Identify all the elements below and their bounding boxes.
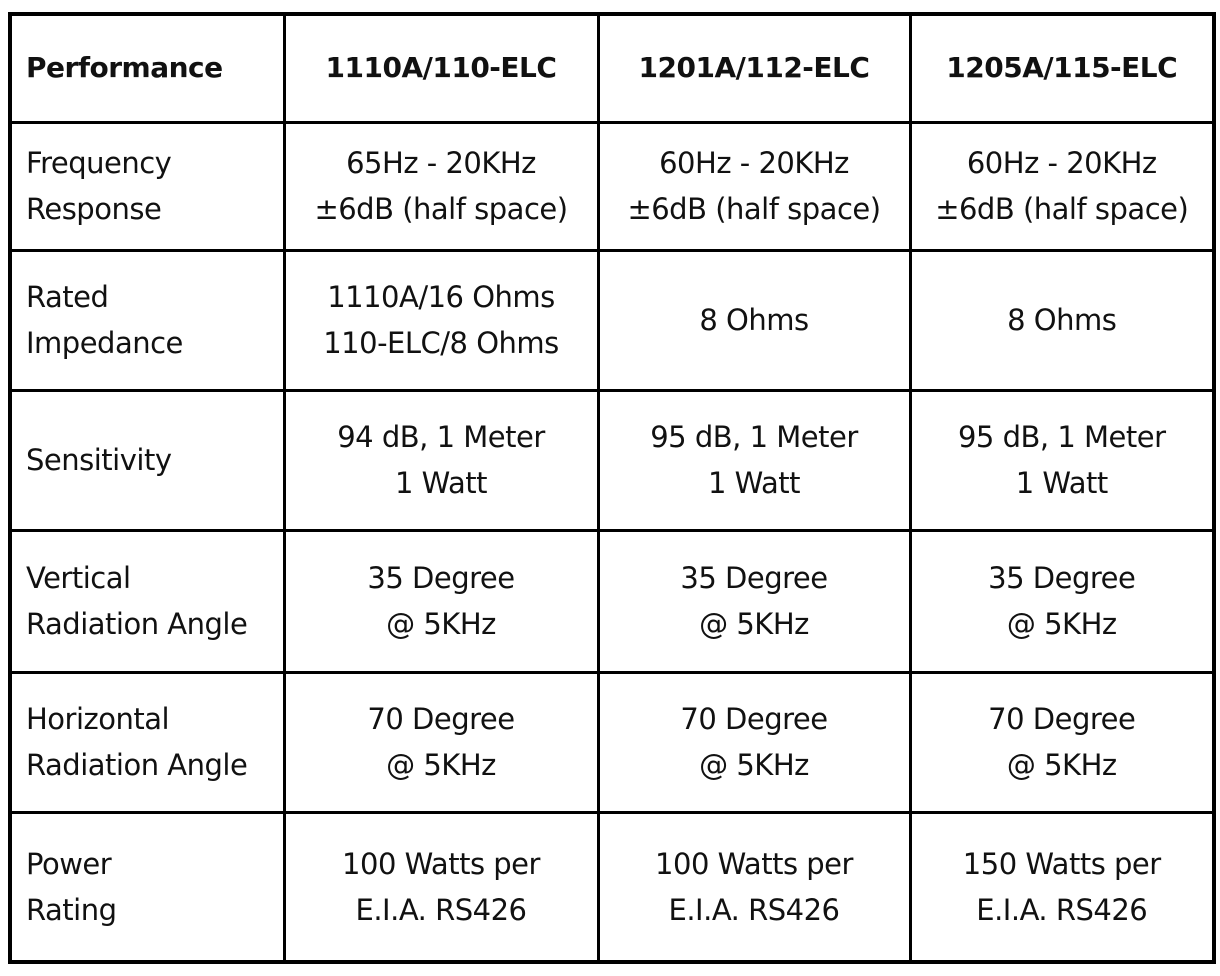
- table-cell: 95 dB, 1 Meter 1 Watt: [596, 388, 912, 532]
- table-cell: 100 Watts per E.I.A. RS426: [282, 810, 600, 964]
- table-cell: 35 Degree @ 5KHz: [282, 528, 600, 674]
- row-label: Rated Impedance: [8, 248, 286, 392]
- table-row: Frequency Response 65Hz - 20KHz ±6dB (half …: [8, 120, 1216, 252]
- cell-line: 60Hz - 20KHz: [659, 146, 849, 180]
- cell-line: 65Hz - 20KHz: [346, 146, 536, 180]
- header-cell: 1110A/110-ELC: [282, 12, 600, 124]
- table-row: Rated Impedance 1110A/16 Ohms 110-ELC/8 Ohm…: [8, 248, 1216, 392]
- table-cell: 60Hz - 20KHz ±6dB (half space): [596, 120, 912, 252]
- row-label: Vertical Radiation Angle: [8, 528, 286, 674]
- cell-line: E.I.A. RS426: [668, 892, 841, 927]
- cell-line: Power: [26, 846, 112, 881]
- table-row: Sensitivity 94 dB, 1 Meter 1 Watt 95 dB, 1 …: [8, 388, 1216, 532]
- cell-line: 95 dB, 1 Meter: [650, 420, 858, 454]
- table-cell: 60Hz - 20KHz ±6dB (half space): [908, 120, 1216, 252]
- row-label: Sensitivity: [8, 388, 286, 532]
- table-cell: 35 Degree @ 5KHz: [596, 528, 912, 674]
- cell-line: 95 dB, 1 Meter: [957, 420, 1166, 454]
- table-cell: 8 Ohms: [908, 248, 1216, 392]
- header-cell: 1201A/112-ELC: [596, 12, 912, 124]
- cell-line: 94 dB, 1 Meter: [337, 420, 545, 454]
- cell-line: ±6dB (half space): [935, 192, 1189, 226]
- table-row: Horizontal Radiation Angle 70 Degree @ 5KHz…: [8, 670, 1216, 814]
- cell-line: 60Hz - 20KHz: [966, 146, 1157, 180]
- cell-line: 35 Degree: [367, 561, 515, 595]
- cell-line: Vertical: [26, 561, 131, 595]
- table-cell: 70 Degree @ 5KHz: [282, 670, 600, 814]
- table-cell: 8 Ohms: [596, 248, 912, 392]
- cell-line: 70 Degree: [367, 702, 515, 736]
- cell-line: Rating: [26, 892, 117, 927]
- cell-line: ±6dB (half space): [314, 192, 568, 226]
- cell-line: 8 Ohms: [699, 303, 809, 337]
- table-cell: 1110A/16 Ohms 110-ELC/8 Ohms: [282, 248, 600, 392]
- table-cell: 65Hz - 20KHz ±6dB (half space): [282, 120, 600, 252]
- cell-line: Radiation Angle: [26, 748, 248, 782]
- cell-line: 70 Degree: [680, 702, 828, 736]
- table-cell: 100 Watts per E.I.A. RS426: [596, 810, 912, 964]
- cell-line: E.I.A. RS426: [976, 892, 1148, 927]
- table-cell: 35 Degree @ 5KHz: [908, 528, 1216, 674]
- cell-line: 1 Watt: [394, 466, 488, 500]
- table-body: Performance 1110A/110-ELC 1201A/112-ELC 120…: [8, 12, 1216, 964]
- cell-line: 100 Watts per: [342, 846, 540, 881]
- table-row: Power Rating 100 Watts per E.I.A. RS426 100 …: [8, 810, 1216, 964]
- cell-line: Radiation Angle: [26, 607, 248, 641]
- cell-line: 35 Degree: [680, 561, 828, 595]
- table-cell: 95 dB, 1 Meter 1 Watt: [908, 388, 1216, 532]
- cell-line: 1 Watt: [707, 466, 801, 500]
- cell-line: @ 5KHz: [1006, 607, 1117, 641]
- table-cell: 70 Degree @ 5KHz: [596, 670, 912, 814]
- spec-table: Performance 1110A/110-ELC 1201A/112-ELC 120…: [8, 12, 1216, 964]
- cell-line: E.I.A. RS426: [355, 892, 528, 927]
- cell-line: 110-ELC/8 Ohms: [323, 326, 559, 360]
- table-cell: 150 Watts per E.I.A. RS426: [908, 810, 1216, 964]
- cell-line: @ 5KHz: [386, 607, 496, 641]
- table-row: Vertical Radiation Angle 35 Degree @ 5KHz 35…: [8, 528, 1216, 674]
- cell-line: @ 5KHz: [699, 607, 809, 641]
- row-label: Power Rating: [8, 810, 286, 964]
- header-row: Performance 1110A/110-ELC 1201A/112-ELC 120…: [8, 12, 1216, 124]
- header-cell: Performance: [8, 12, 286, 124]
- cell-line: 1 Watt: [1015, 466, 1109, 500]
- cell-line: 1110A/16 Ohms: [327, 280, 555, 314]
- cell-line: 70 Degree: [988, 702, 1136, 736]
- table-cell: 94 dB, 1 Meter 1 Watt: [282, 388, 600, 532]
- cell-line: Frequency: [26, 146, 172, 180]
- cell-line: @ 5KHz: [1006, 748, 1117, 782]
- cell-line: @ 5KHz: [386, 748, 496, 782]
- cell-line: 100 Watts per: [655, 846, 853, 881]
- table-cell: 70 Degree @ 5KHz: [908, 670, 1216, 814]
- cell-line: Horizontal: [26, 702, 170, 736]
- cell-line: @ 5KHz: [699, 748, 809, 782]
- cell-line: Rated: [26, 280, 109, 314]
- row-label: Horizontal Radiation Angle: [8, 670, 286, 814]
- cell-line: 35 Degree: [988, 561, 1136, 595]
- cell-line: 150 Watts per: [962, 846, 1161, 881]
- header-cell: 1205A/115-ELC: [908, 12, 1216, 124]
- cell-line: Impedance: [26, 326, 183, 360]
- cell-line: Sensitivity: [26, 443, 172, 477]
- cell-line: ±6dB (half space): [627, 192, 881, 226]
- cell-line: 8 Ohms: [1007, 303, 1117, 337]
- cell-line: Response: [26, 192, 162, 226]
- row-label: Frequency Response: [8, 120, 286, 252]
